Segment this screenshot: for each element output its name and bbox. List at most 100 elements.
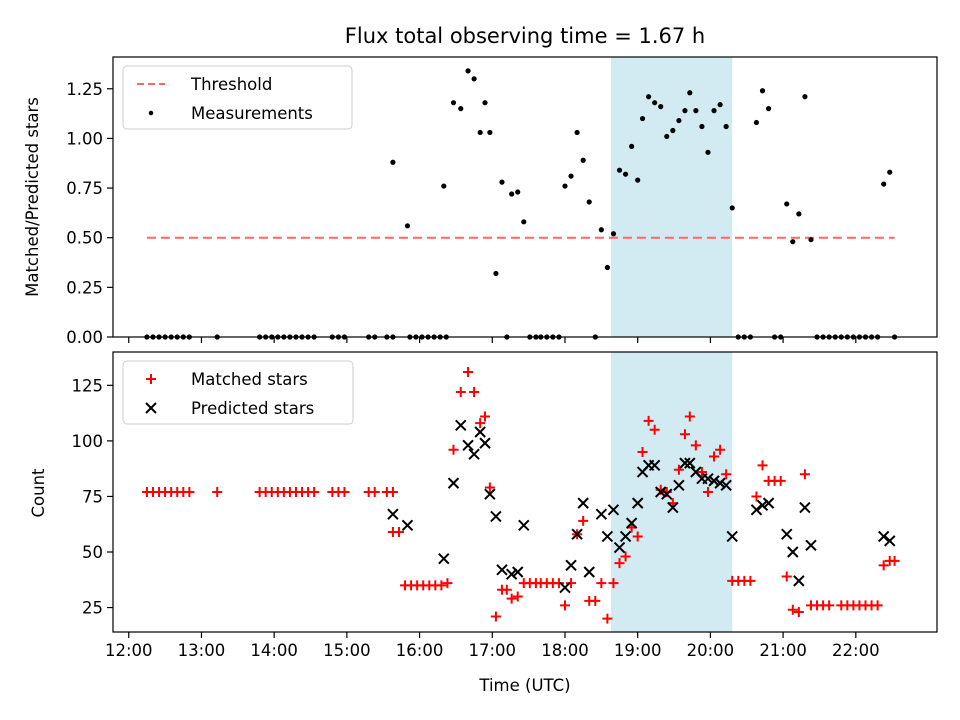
- data-point: [493, 270, 499, 277]
- data-point: [482, 100, 488, 106]
- data-point: [595, 508, 608, 520]
- x-tick-label: 14:00: [250, 641, 298, 660]
- data-point: [684, 411, 695, 422]
- legend-label: Measurements: [191, 104, 313, 123]
- data-point: [448, 444, 459, 455]
- legend-marker: [145, 402, 157, 414]
- data-point: [784, 201, 790, 207]
- data-point: [515, 189, 521, 195]
- data-point: [387, 487, 398, 497]
- data-point: [757, 460, 768, 471]
- data-point: [574, 129, 580, 136]
- bottom-panel-star-counts: 25 50 75 100 125 12:00 13:00 14:00 15:00 16:00 17:…: [72, 351, 938, 660]
- x-tick-label: 13:00: [178, 641, 226, 660]
- data-point: [387, 508, 399, 520]
- series-measurements: [144, 68, 898, 340]
- data-point: [635, 177, 641, 183]
- x-tick-label: 18:00: [541, 641, 589, 660]
- data-point: [613, 541, 626, 554]
- data-point: [590, 595, 601, 606]
- data-point: [745, 575, 756, 586]
- data-point: [578, 515, 589, 526]
- legend-label: Predicted stars: [191, 399, 314, 418]
- data-point: [436, 580, 447, 591]
- x-tick-label: 12:00: [105, 641, 153, 660]
- data-point: [477, 129, 483, 136]
- axes-frame: [112, 351, 938, 633]
- data-point: [632, 531, 643, 542]
- data-point: [872, 600, 883, 611]
- data-point: [699, 123, 705, 130]
- data-point: [667, 501, 679, 514]
- data-point: [682, 108, 688, 114]
- data-point: [469, 387, 480, 397]
- legend-box: [122, 65, 353, 130]
- data-point: [568, 173, 574, 179]
- data-point: [787, 604, 798, 615]
- data-point: [717, 102, 723, 108]
- data-point: [480, 411, 491, 422]
- data-point: [583, 566, 595, 578]
- data-point: [212, 487, 223, 497]
- y-tick-label: 1.00: [66, 129, 103, 148]
- data-point: [616, 167, 623, 173]
- x-tick-label: 16:00: [396, 641, 444, 660]
- legend-label: Matched stars: [191, 370, 308, 389]
- y-tick-label: 100: [72, 432, 104, 451]
- data-point: [637, 447, 648, 457]
- data-point: [889, 555, 900, 566]
- data-point: [447, 477, 460, 489]
- data-point: [762, 497, 775, 509]
- data-point: [479, 437, 491, 449]
- data-point: [790, 239, 796, 245]
- data-point: [474, 426, 486, 438]
- data-point: [309, 487, 320, 497]
- y-tick-label: 125: [72, 376, 104, 395]
- data-point: [726, 530, 738, 543]
- data-point: [499, 179, 505, 185]
- data-point: [604, 264, 611, 271]
- data-point: [339, 487, 350, 497]
- data-point: [506, 593, 517, 604]
- data-point: [484, 482, 495, 493]
- data-point: [184, 487, 195, 497]
- data-point: [750, 504, 763, 516]
- data-point: [709, 451, 720, 462]
- data-point: [676, 117, 682, 124]
- data-point: [369, 487, 380, 497]
- data-point: [753, 119, 760, 126]
- chart-title: Flux total observing time = 1.67 h: [345, 24, 705, 48]
- data-point: [455, 419, 467, 432]
- data-point: [622, 171, 629, 177]
- data-point: [596, 578, 607, 589]
- data-point: [518, 519, 530, 532]
- data-point: [787, 546, 799, 558]
- data-point: [598, 227, 604, 233]
- data-point: [631, 497, 644, 509]
- x-tick-label: 20:00: [687, 641, 735, 660]
- data-point: [487, 129, 493, 136]
- data-point: [720, 479, 732, 492]
- data-point: [468, 448, 480, 460]
- x-tick-label: 15:00: [323, 641, 371, 660]
- data-point: [799, 469, 810, 480]
- y-tick-label: 75: [82, 487, 103, 506]
- data-point: [708, 475, 720, 487]
- data-point: [721, 469, 732, 480]
- data-point: [559, 581, 571, 594]
- data-point: [450, 100, 457, 106]
- data-point: [751, 491, 762, 502]
- data-point: [649, 424, 660, 435]
- data-point: [705, 149, 711, 155]
- data-point: [401, 519, 414, 532]
- data-point: [629, 143, 635, 149]
- data-point: [715, 444, 726, 455]
- data-point: [442, 578, 453, 589]
- data-point: [559, 600, 570, 611]
- data-point: [643, 415, 654, 426]
- data-point: [679, 429, 690, 440]
- data-point: [759, 88, 766, 94]
- data-point: [793, 575, 805, 587]
- x-tick-label: 21:00: [759, 641, 807, 660]
